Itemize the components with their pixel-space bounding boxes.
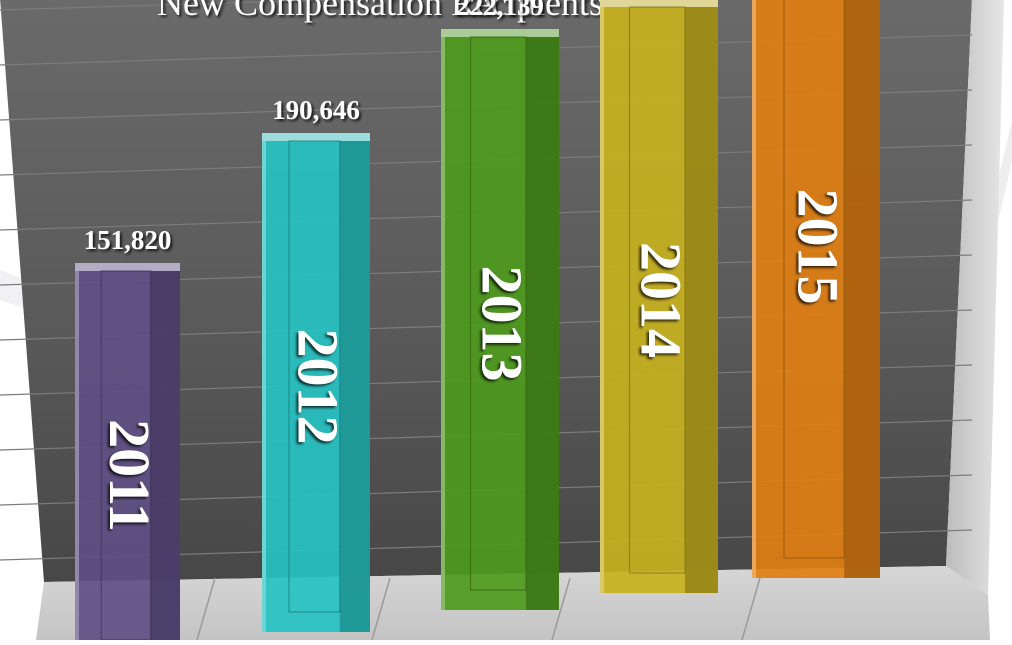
bar-edge-highlight bbox=[752, 0, 756, 578]
bar-edge-highlight bbox=[600, 7, 604, 593]
bar-side-face bbox=[150, 271, 180, 645]
bar-edge-highlight bbox=[441, 37, 445, 610]
bar-2013: 222,139 2013 bbox=[441, 0, 559, 610]
bar-2014: 226,9942014 bbox=[600, 0, 718, 593]
bar-2012: 190,646 2012 bbox=[262, 95, 370, 632]
chart-title: New Compensation Recipients bbox=[157, 0, 603, 23]
bar-inner-outline bbox=[288, 140, 341, 613]
bar-category-label: 2014 bbox=[629, 242, 694, 358]
bar-top-face bbox=[262, 133, 370, 141]
bar-2011: 151,820 2011 bbox=[75, 225, 180, 645]
bar-top-face bbox=[75, 263, 180, 271]
bar-category-label: 2013 bbox=[470, 266, 535, 382]
floor-lines bbox=[196, 577, 761, 641]
bar-top-face bbox=[600, 0, 718, 7]
floor-divider bbox=[371, 577, 391, 641]
bar-top-face bbox=[441, 29, 559, 37]
floor-divider bbox=[196, 577, 216, 641]
bar-2015: 256,4562015 bbox=[752, 0, 880, 578]
bar-value-label: 190,646 bbox=[272, 95, 360, 125]
bar-category-label: 2012 bbox=[286, 329, 351, 445]
bar-side-face bbox=[684, 7, 718, 593]
bar-side-face bbox=[339, 141, 370, 632]
bars: 151,820 2011 190,646 2012 222,139 2013 226,994… bbox=[75, 0, 880, 645]
floor-divider bbox=[551, 577, 571, 641]
bar-edge-highlight bbox=[75, 271, 79, 645]
bar-value-label: 151,820 bbox=[84, 225, 172, 255]
bar-side-face bbox=[844, 0, 880, 578]
bar-side-face bbox=[525, 37, 559, 610]
bar-category-label: 2015 bbox=[786, 189, 851, 305]
bar-edge-highlight bbox=[262, 141, 266, 632]
chart-side-wall bbox=[946, 0, 1004, 595]
floor-divider bbox=[741, 577, 761, 641]
gridline bbox=[0, 0, 344, 11]
bar-inner-outline bbox=[469, 36, 527, 591]
bar-value-label: 222,139 bbox=[456, 0, 544, 21]
bar-inner-outline bbox=[783, 0, 845, 559]
bar-inner-outline bbox=[628, 6, 686, 574]
bar-category-label: 2011 bbox=[97, 419, 162, 532]
